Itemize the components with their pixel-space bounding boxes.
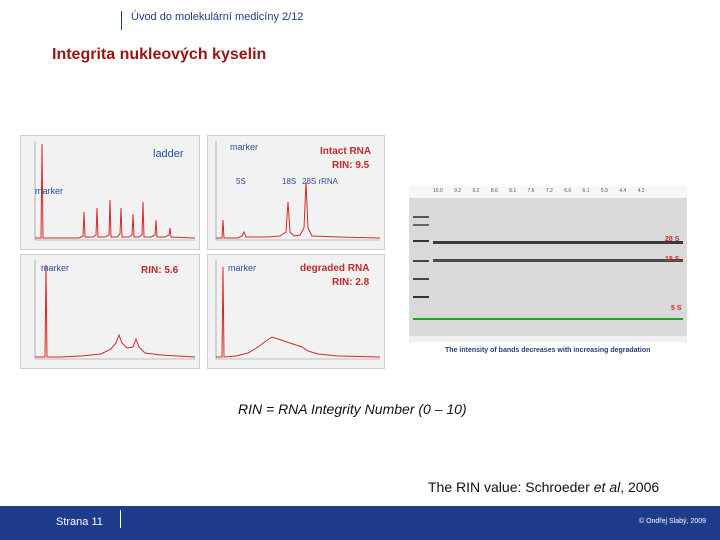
gel-image — [409, 186, 687, 342]
ladder-trace — [34, 141, 196, 241]
citation: The RIN value: Schroeder et al, 2006 — [428, 479, 660, 495]
band-28s-label: 28 S — [665, 236, 680, 243]
mid-rin: RIN: 5.6 — [141, 265, 179, 276]
rin-definition: RIN = RNA Integrity Number (0 – 10) — [238, 401, 467, 417]
copyright: © Ondřej Slabý, 2009 — [638, 518, 706, 525]
electropherogram-ladder: ladder marker — [20, 135, 200, 250]
electropherogram-degraded: marker degraded RNA RIN: 2.8 — [207, 254, 385, 369]
intact-peak-28s: 28S rRNA — [302, 177, 339, 186]
ladder-marker-label: marker — [35, 186, 64, 196]
header-divider — [121, 11, 122, 30]
slide-title: Integrita nukleových kyselin — [52, 46, 267, 63]
degraded-title: degraded RNA — [300, 263, 370, 274]
band-5s-label: 5 S — [671, 305, 682, 312]
header-title: Úvod do molekulární medicíny 2/12 — [131, 11, 304, 23]
intact-peak-18s: 18S — [282, 177, 297, 186]
electropherogram-mid: marker RIN: 5.6 — [20, 254, 200, 369]
intact-rin: RIN: 9.5 — [332, 160, 370, 171]
virtual-gel: 10.0 9.2 9.2 8.6 8.1 7.6 7.2 6.6 6.1 5.9… — [393, 160, 713, 365]
intact-marker-label: marker — [230, 142, 259, 152]
footer-bar: Strana 11 © Ondřej Slabý, 2009 — [0, 506, 720, 540]
footer-divider — [120, 510, 121, 528]
mid-trace — [34, 260, 196, 360]
degraded-trace — [215, 260, 381, 360]
band-18s-label: 18 S — [665, 256, 680, 263]
page-number: Strana 11 — [56, 516, 103, 528]
degraded-rin: RIN: 2.8 — [332, 277, 370, 288]
electropherogram-intact: marker Intact RNA RIN: 9.5 5S 18S 28S rR… — [207, 135, 385, 250]
mid-marker-label: marker — [41, 263, 70, 273]
intact-trace — [215, 141, 381, 241]
intact-peak-5s: 5S — [236, 177, 246, 186]
intact-title: Intact RNA — [320, 146, 372, 157]
ladder-label: ladder — [153, 148, 184, 160]
gel-rin-values: 10.0 9.2 9.2 8.6 8.1 7.6 7.2 6.6 6.1 5.9… — [433, 188, 645, 194]
gel-caption: The intensity of bands decreases with in… — [445, 347, 651, 354]
degraded-marker-label: marker — [228, 263, 257, 273]
